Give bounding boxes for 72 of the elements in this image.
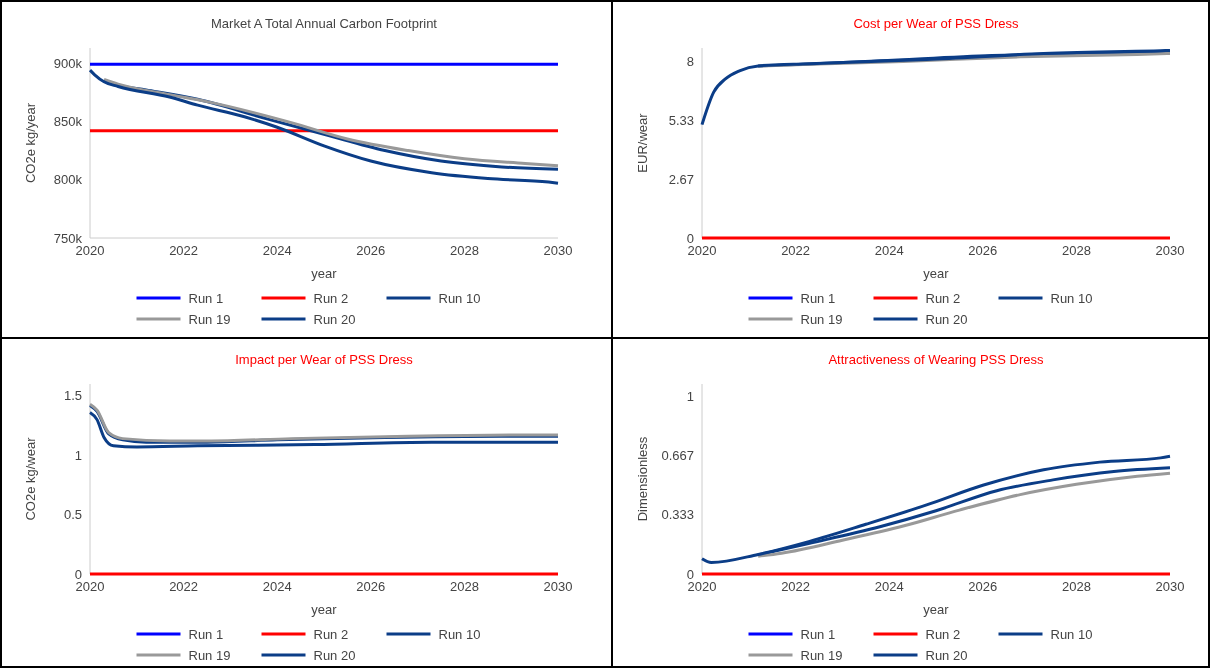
x-tick-label: 2030	[1155, 243, 1185, 258]
legend-label: Run 19	[800, 647, 843, 663]
x-tick-label: 2020	[687, 579, 717, 594]
legend-label: Run 1	[800, 626, 836, 642]
x-tick-label: 2028	[1061, 579, 1091, 594]
x-axis-title: year	[311, 602, 338, 617]
legend-label: Run 2	[925, 626, 961, 642]
y-tick-label: 1.5	[63, 388, 82, 404]
x-tick-label: 2022	[781, 243, 811, 258]
legend-label: Run 10	[1050, 626, 1093, 642]
y-tick-label: 0	[686, 566, 694, 582]
legend-label: Run 20	[313, 647, 356, 663]
chart-title: Attractiveness of Wearing PSS Dress	[828, 352, 1045, 367]
x-tick-label: 2026	[356, 243, 386, 258]
y-tick-label: 0	[74, 566, 82, 582]
legend-label: Run 10	[1050, 290, 1093, 306]
x-tick-label: 2026	[968, 243, 998, 258]
y-tick-label: 0.333	[661, 507, 694, 523]
x-tick-label: 2024	[262, 579, 292, 594]
y-tick-label: 0	[686, 230, 694, 246]
y-tick-label: 0.5	[63, 507, 82, 523]
x-axis-title: year	[923, 602, 950, 617]
y-tick-label: 900k	[53, 55, 83, 71]
legend-label: Run 1	[800, 290, 836, 306]
y-tick-label: 2.67	[668, 171, 694, 187]
x-tick-label: 2022	[169, 579, 199, 594]
legend-label: Run 10	[438, 626, 481, 642]
legend-label: Run 2	[313, 290, 349, 306]
x-tick-label: 2026	[968, 579, 998, 594]
chart-title: Market A Total Annual Carbon Footprint	[211, 16, 438, 31]
x-tick-label: 2030	[543, 243, 573, 258]
x-tick-label: 2022	[781, 579, 811, 594]
y-axis-title: EUR/wear	[635, 112, 650, 173]
y-tick-label: 1	[686, 388, 694, 404]
x-tick-label: 2028	[449, 579, 479, 594]
y-tick-label: 8	[686, 53, 694, 69]
legend-label: Run 1	[188, 290, 224, 306]
y-axis-title: CO2e kg/year	[23, 102, 38, 184]
legend-label: Run 19	[188, 311, 231, 327]
x-tick-label: 2020	[75, 243, 105, 258]
x-axis-title: year	[923, 266, 950, 281]
y-tick-label: 0.667	[661, 448, 694, 464]
chart-title: Cost per Wear of PSS Dress	[853, 16, 1020, 31]
x-tick-label: 2030	[1155, 579, 1185, 594]
y-tick-label: 1	[74, 447, 82, 463]
legend-label: Run 2	[925, 290, 961, 306]
x-tick-label: 2026	[356, 579, 386, 594]
x-tick-label: 2022	[169, 243, 199, 258]
x-tick-label: 2020	[75, 579, 105, 594]
x-tick-label: 2024	[262, 243, 292, 258]
legend-label: Run 20	[313, 311, 356, 327]
x-tick-label: 2028	[1061, 243, 1091, 258]
y-tick-label: 850k	[53, 113, 83, 129]
x-axis-title: year	[311, 266, 338, 281]
x-tick-label: 2030	[543, 579, 573, 594]
y-axis-title: CO2e kg/wear	[23, 436, 38, 521]
legend-label: Run 20	[925, 647, 968, 663]
legend-label: Run 19	[800, 311, 843, 327]
legend-label: Run 20	[925, 311, 968, 327]
y-tick-label: 750k	[53, 230, 83, 246]
legend-label: Run 10	[438, 290, 481, 306]
x-tick-label: 2028	[449, 243, 479, 258]
x-tick-label: 2020	[687, 243, 717, 258]
y-tick-label: 800k	[53, 172, 83, 188]
y-tick-label: 5.33	[668, 112, 694, 128]
x-tick-label: 2024	[874, 243, 904, 258]
chart-title: Impact per Wear of PSS Dress	[235, 352, 414, 367]
legend-label: Run 19	[188, 647, 231, 663]
legend-label: Run 1	[188, 626, 224, 642]
legend-label: Run 2	[313, 626, 349, 642]
x-tick-label: 2024	[874, 579, 904, 594]
y-axis-title: Dimensionless	[635, 436, 650, 522]
